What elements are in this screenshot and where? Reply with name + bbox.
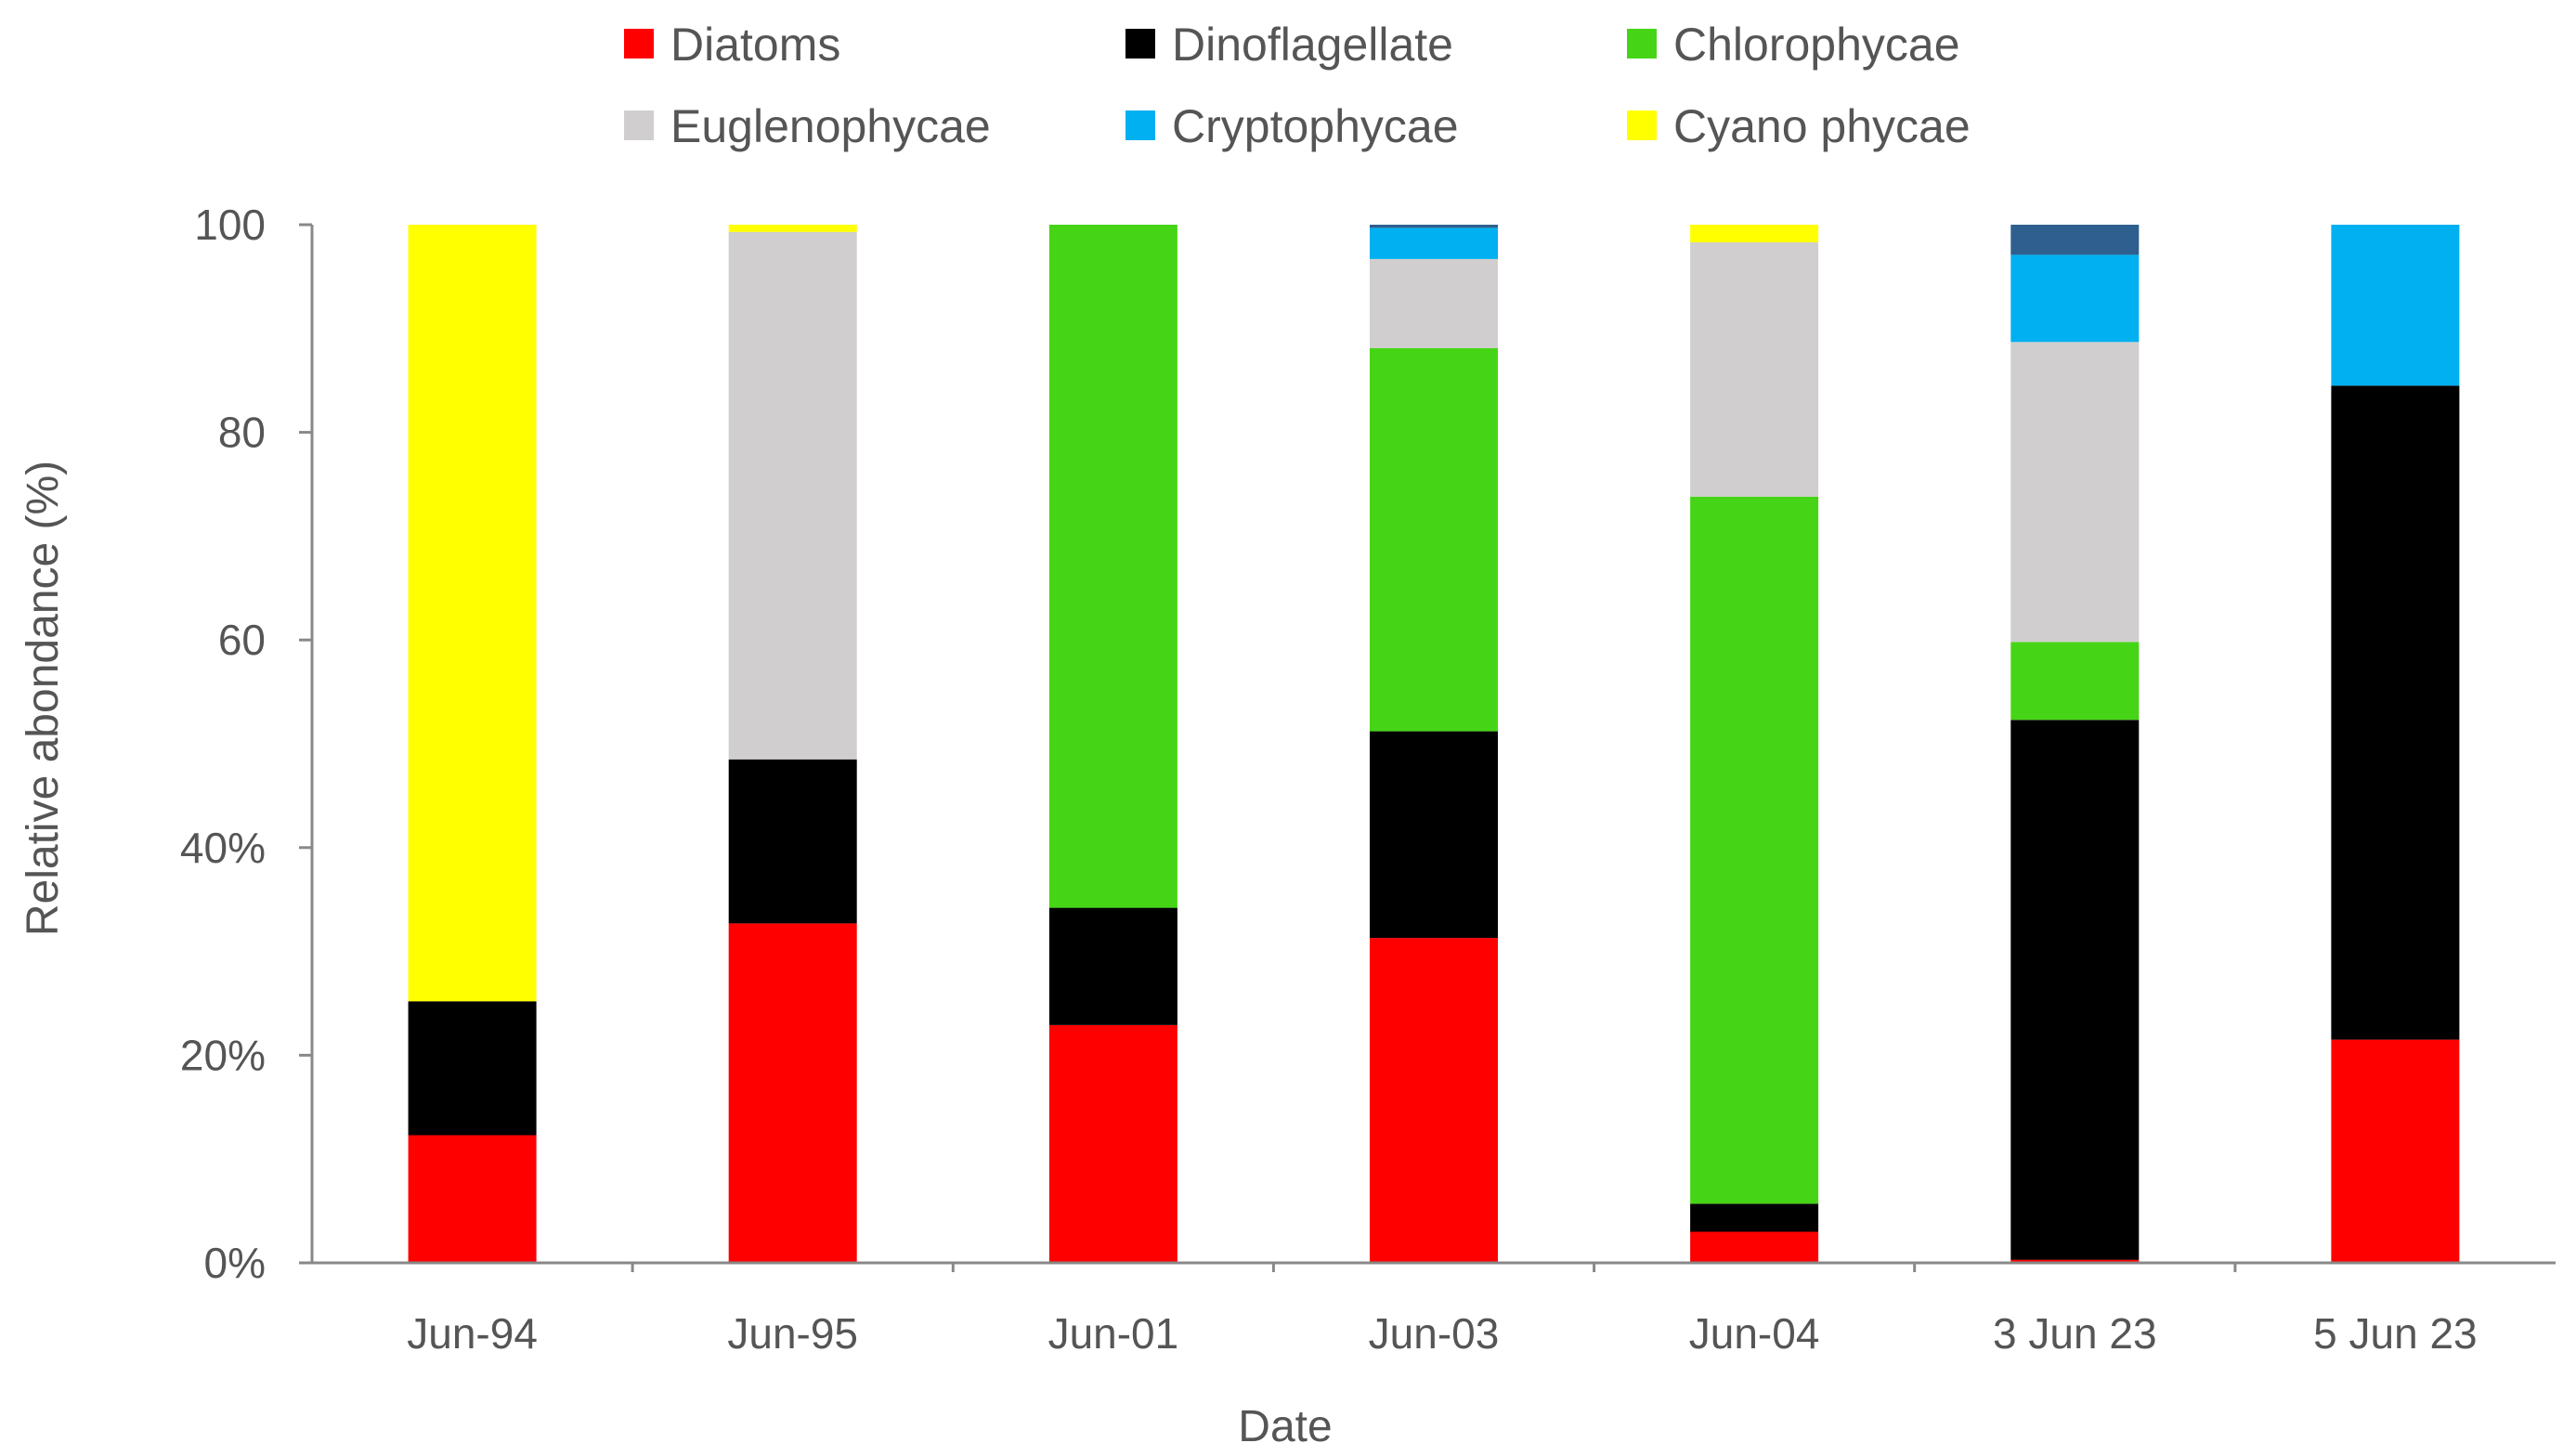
- x-tick-label: Jun-95: [727, 1309, 858, 1358]
- bar-5-jun-23-diatoms: [2331, 1039, 2460, 1263]
- bar-3-jun-23-chlorophycae: [2010, 642, 2140, 721]
- bar-5-jun-23-dinoflagellate: [2331, 385, 2460, 1040]
- bar-jun-03-dinoflagellate: [1370, 731, 1498, 939]
- bar-jun-95-euglenophycae: [728, 231, 857, 760]
- bar-jun-01-chlorophycae: [1048, 225, 1177, 908]
- bar-jun-04-dinoflagellate: [1690, 1203, 1819, 1232]
- bar-jun-95-dinoflagellate: [728, 759, 857, 924]
- bar-3-jun-23-other-6: [2010, 225, 2140, 255]
- legend-swatch-dinoflagellate: [1125, 29, 1155, 58]
- x-axis-title: Date: [1238, 1402, 1332, 1451]
- bar-3-jun-23-cryptophycae: [2010, 254, 2140, 343]
- y-tick-label: 60: [218, 616, 266, 664]
- y-axis: 0% 20% 40% 60 80 100: [180, 201, 314, 1287]
- x-axis: Jun-94 Jun-95 Jun-01 Jun-03 Jun-04 3 Jun 23 5 …: [312, 1261, 2556, 1358]
- bar-jun-04-euglenophycae: [1690, 242, 1819, 497]
- bars: [408, 225, 2460, 1263]
- bar-jun-03-euglenophycae: [1370, 258, 1498, 348]
- x-tick-label: Jun-04: [1689, 1309, 1820, 1358]
- bar-jun-04-chlorophycae: [1690, 496, 1819, 1204]
- bar-jun-03-cryptophycae: [1370, 228, 1498, 259]
- bar-jun-03-diatoms: [1370, 938, 1498, 1263]
- y-tick-label: 40%: [180, 824, 266, 872]
- legend-label-chlorophycae: Chlorophycae: [1673, 19, 1960, 71]
- y-tick-label: 100: [194, 201, 266, 249]
- x-tick-label: Jun-03: [1369, 1309, 1500, 1358]
- bar-jun-03-other-6: [1370, 225, 1498, 228]
- bar-3-jun-23-euglenophycae: [2010, 342, 2140, 643]
- y-tick-label: 0%: [204, 1239, 266, 1287]
- legend-label-cryptophycae: Cryptophycae: [1172, 100, 1459, 152]
- bar-5-jun-23-cryptophycae: [2331, 225, 2460, 386]
- bar-jun-04-diatoms: [1690, 1231, 1819, 1263]
- bar-jun-01-dinoflagellate: [1048, 907, 1177, 1025]
- bar-jun-95-cyano-phycae: [728, 225, 857, 232]
- x-tick-label: Jun-94: [407, 1309, 538, 1358]
- bar-jun-94-diatoms: [408, 1135, 537, 1263]
- legend-swatch-cyano-phycae: [1627, 110, 1657, 140]
- bar-3-jun-23-diatoms: [2010, 1259, 2140, 1263]
- legend-swatch-cryptophycae: [1125, 110, 1155, 140]
- legend-swatch-chlorophycae: [1627, 29, 1657, 58]
- legend: Diatoms Dinoflagellate Chlorophycae Eugleno…: [624, 19, 1971, 152]
- x-tick-label: 5 Jun 23: [2313, 1309, 2477, 1358]
- legend-label-cyano-phycae: Cyano phycae: [1673, 100, 1971, 152]
- bar-jun-01-diatoms: [1048, 1025, 1177, 1263]
- legend-label-euglenophycae: Euglenophycae: [670, 100, 991, 152]
- legend-label-diatoms: Diatoms: [670, 19, 840, 71]
- bar-jun-04-cyano-phycae: [1690, 225, 1819, 242]
- x-tick-label: 3 Jun 23: [1993, 1309, 2156, 1358]
- legend-label-dinoflagellate: Dinoflagellate: [1172, 19, 1453, 71]
- x-tick-label: Jun-01: [1048, 1309, 1179, 1358]
- legend-swatch-diatoms: [624, 29, 654, 58]
- y-tick-label: 20%: [180, 1031, 266, 1079]
- legend-swatch-euglenophycae: [624, 110, 654, 140]
- bar-jun-94-dinoflagellate: [408, 1001, 537, 1136]
- y-axis-title: Relative abondance (%): [19, 461, 68, 936]
- bar-jun-95-diatoms: [728, 923, 857, 1263]
- y-tick-label: 80: [218, 409, 266, 457]
- bar-jun-94-cyano-phycae: [408, 225, 537, 1002]
- bar-3-jun-23-dinoflagellate: [2010, 720, 2140, 1260]
- bar-jun-03-chlorophycae: [1370, 348, 1498, 732]
